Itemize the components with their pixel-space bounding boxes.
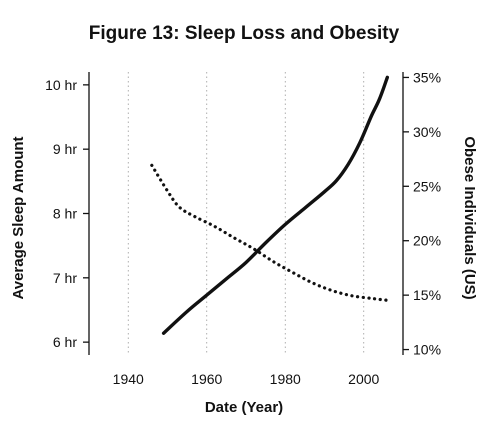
right-y-tick-label: 35%	[413, 69, 441, 85]
x-axis-tick-labels: 1940 1960 1980 2000	[113, 371, 380, 387]
left-y-tick-label: 8 hr	[53, 206, 77, 222]
right-y-tick-label: 10%	[413, 342, 441, 358]
right-y-tick-label: 30%	[413, 124, 441, 140]
left-y-tick-label: 10 hr	[45, 77, 77, 93]
grid-lines	[127, 72, 365, 355]
left-y-tick-label: 6 hr	[53, 334, 77, 350]
x-tick-label: 1960	[191, 371, 222, 387]
sleep-amount-line	[150, 163, 389, 302]
x-tick-label: 1980	[270, 371, 301, 387]
left-y-axis-label: Average Sleep Amount	[10, 136, 27, 299]
obesity-rate-line	[161, 75, 389, 335]
x-tick-label: 1940	[113, 371, 144, 387]
chart-title: Figure 13: Sleep Loss and Obesity	[89, 23, 400, 44]
x-tick-label: 2000	[348, 371, 379, 387]
right-y-tick-label: 15%	[413, 287, 441, 303]
x-axis-label: Date (Year)	[205, 399, 283, 416]
series-layer	[150, 75, 389, 335]
left-y-tick-label: 9 hr	[53, 141, 77, 157]
right-y-tick-label: 20%	[413, 233, 441, 249]
right-y-tick-label: 25%	[413, 178, 441, 194]
right-y-axis-ticks: 10% 15% 20% 25% 30% 35%	[403, 69, 441, 358]
left-y-axis-ticks: 6 hr 7 hr 8 hr 9 hr 10 hr	[45, 77, 89, 350]
right-y-axis-label: Obese Individuals (US)	[461, 136, 478, 299]
left-y-tick-label: 7 hr	[53, 270, 77, 286]
